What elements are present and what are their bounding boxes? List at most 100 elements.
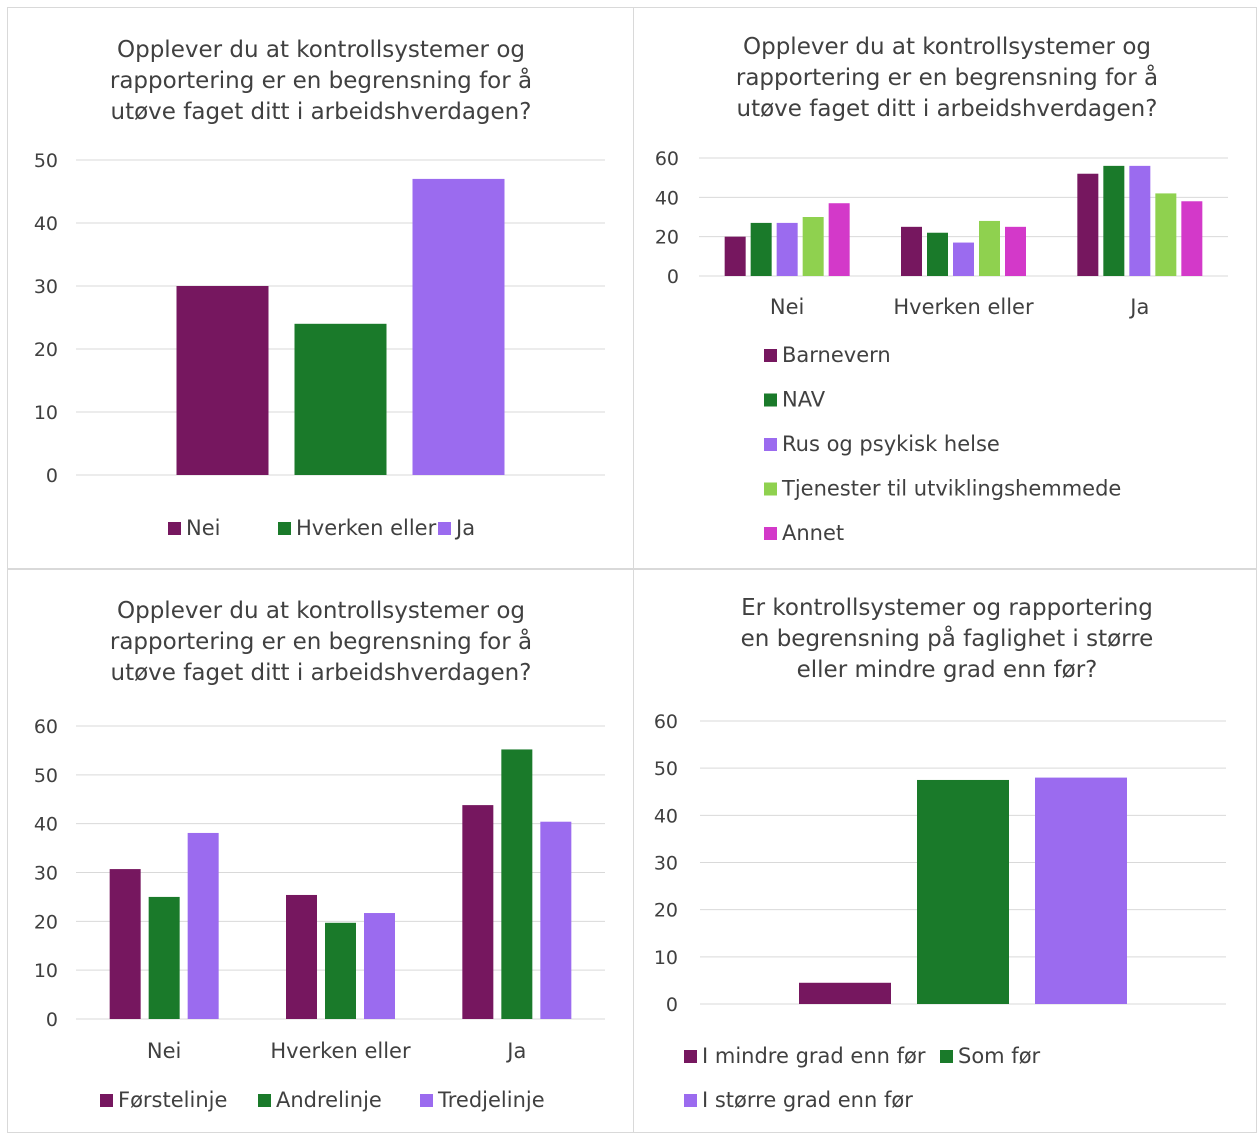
x-category-label: Nei — [770, 295, 804, 319]
legend-label: Førstelinje — [118, 1088, 227, 1112]
legend-swatch — [764, 393, 777, 407]
legend-label: Barnevern — [782, 343, 891, 367]
y-tick-label: 50 — [34, 765, 58, 787]
y-tick-label: 10 — [654, 947, 678, 969]
y-tick-label: 0 — [666, 994, 678, 1016]
bar — [540, 821, 572, 1019]
y-tick-label: 60 — [655, 148, 679, 170]
y-tick-label: 20 — [654, 900, 678, 922]
chart-title-line: utøve faget ditt i arbeidshverdagen? — [111, 660, 532, 686]
bar — [148, 896, 180, 1019]
legend-label: Som før — [958, 1044, 1041, 1068]
y-tick-label: 30 — [654, 853, 678, 875]
y-tick-label: 0 — [46, 465, 58, 487]
legend-swatch — [940, 1050, 953, 1063]
y-tick-label: 30 — [34, 863, 58, 885]
bar — [501, 749, 533, 1019]
legend-label: NAV — [782, 388, 826, 412]
bar — [802, 217, 824, 276]
bar — [294, 323, 387, 475]
legend-label: Hverken eller — [296, 516, 437, 540]
legend-label: Tjenester til utviklingshemmede — [781, 477, 1121, 501]
chart-panel-bottom-right: Er kontrollsystemer og rapportering en be… — [633, 569, 1257, 1133]
x-category-label: Hverken eller — [270, 1039, 411, 1063]
legend-swatch — [278, 522, 291, 535]
y-tick-label: 50 — [34, 150, 58, 172]
legend-swatch — [100, 1094, 113, 1107]
bar — [917, 779, 1009, 1004]
chart-title-line: rapportering er en begrensning for å — [110, 66, 532, 94]
bar — [412, 178, 505, 475]
chart-title-line: utøve faget ditt i arbeidshverdagen? — [111, 99, 532, 125]
x-category-label: Hverken eller — [893, 295, 1034, 319]
chart-panel-top-right: Opplever du at kontrollsystemer og rappor… — [633, 7, 1257, 569]
bar — [1103, 165, 1125, 276]
y-tick-label: 10 — [34, 960, 58, 982]
legend-label: I mindre grad enn før — [702, 1044, 926, 1068]
legend-label: Nei — [186, 516, 220, 540]
bar — [286, 894, 317, 1019]
legend-swatch — [438, 522, 451, 535]
legend-label: Tredjelinje — [437, 1088, 545, 1112]
legend-swatch — [764, 527, 777, 540]
chart-title-line: rapportering er en begrensning for å — [736, 63, 1158, 91]
chart-4-svg: Er kontrollsystemer og rapportering en be… — [654, 595, 1226, 1112]
y-tick-label: 0 — [667, 266, 679, 288]
legend-swatch — [258, 1094, 271, 1107]
bar — [901, 226, 922, 276]
chart-2-svg: Opplever du at kontrollsystemer og rappor… — [655, 34, 1228, 545]
legend-swatch — [764, 349, 777, 362]
x-category-label: Ja — [1128, 295, 1149, 319]
bar — [176, 286, 269, 475]
bar — [979, 220, 1000, 276]
bar — [1155, 193, 1177, 276]
bar — [776, 222, 798, 276]
y-tick-label: 20 — [34, 339, 58, 361]
legend-swatch — [764, 482, 777, 496]
legend-label: Andrelinje — [276, 1088, 382, 1112]
bar — [750, 222, 772, 276]
y-tick-label: 60 — [34, 716, 58, 738]
y-tick-label: 10 — [34, 402, 58, 424]
y-tick-label: 40 — [34, 814, 58, 836]
legend-label: I større grad enn før — [702, 1088, 913, 1112]
bar — [799, 982, 891, 1004]
chart-title-line: eller mindre grad enn før? — [797, 657, 1098, 683]
chart-panel-top-left: Opplever du at kontrollsystemer og rappor… — [7, 7, 635, 569]
y-tick-label: 20 — [655, 227, 679, 249]
bar — [927, 232, 948, 276]
legend-swatch — [420, 1094, 433, 1107]
y-tick-label: 60 — [654, 711, 678, 733]
legend-label: Ja — [454, 516, 475, 540]
x-category-label: Nei — [147, 1039, 181, 1063]
y-tick-label: 0 — [46, 1009, 58, 1031]
bar — [1181, 201, 1203, 276]
y-tick-label: 40 — [34, 213, 58, 235]
y-tick-label: 40 — [654, 805, 678, 827]
chart-title-line: Opplever du at kontrollsystemer og — [117, 598, 525, 624]
legend-swatch — [764, 438, 777, 451]
chart-title-line: Opplever du at kontrollsystemer og — [743, 34, 1151, 60]
bar — [462, 805, 494, 1019]
y-tick-label: 20 — [34, 911, 58, 933]
chart-3-svg: Opplever du at kontrollsystemer og rappor… — [34, 598, 605, 1112]
x-category-label: Ja — [505, 1039, 526, 1063]
chart-title-line: utøve faget ditt i arbeidshverdagen? — [737, 96, 1158, 122]
legend-label: Rus og psykisk helse — [782, 432, 1000, 456]
y-tick-label: 40 — [655, 187, 679, 209]
bar — [109, 869, 141, 1019]
legend-swatch — [684, 1050, 697, 1063]
chart-1-svg: Opplever du at kontrollsystemer og rappor… — [34, 37, 605, 540]
bar — [828, 203, 850, 276]
bar — [1035, 777, 1127, 1004]
chart-title-line: Opplever du at kontrollsystemer og — [117, 37, 525, 63]
legend-swatch — [684, 1094, 697, 1107]
legend-swatch — [168, 522, 181, 535]
y-tick-label: 30 — [34, 276, 58, 298]
bar — [1005, 226, 1026, 276]
bar — [953, 242, 974, 276]
chart-title-line: en begrensning på faglighet i større — [741, 624, 1154, 652]
bar — [1077, 173, 1099, 276]
y-tick-label: 50 — [654, 758, 678, 780]
bar — [364, 913, 395, 1019]
